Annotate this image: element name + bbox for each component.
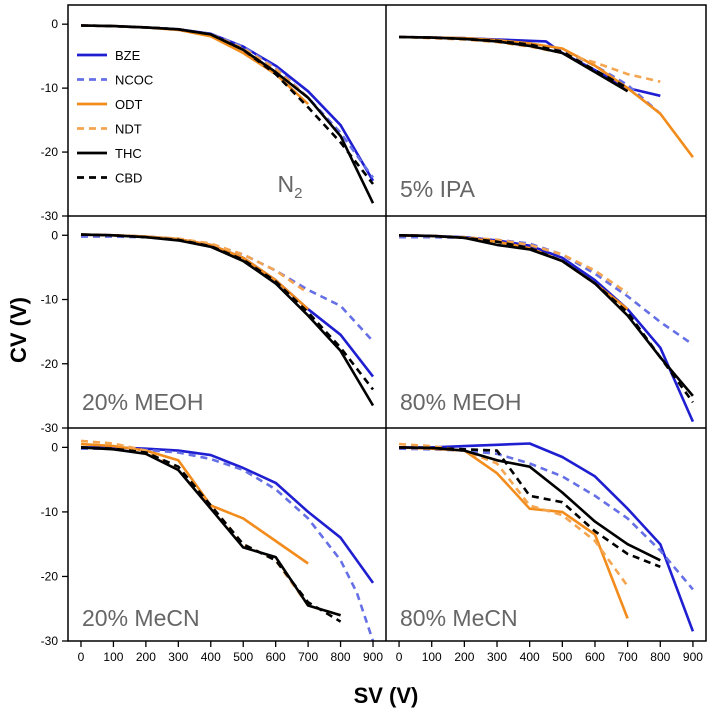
x-tick-label: 500 xyxy=(552,650,572,664)
y-tick-label: -20 xyxy=(41,145,59,159)
x-tick-label: 700 xyxy=(298,650,318,664)
y-tick-label: -30 xyxy=(41,209,59,223)
legend-label-ndt: NDT xyxy=(115,122,142,137)
series-line-thc xyxy=(80,233,375,407)
panel-label: 80% MEOH xyxy=(400,389,521,415)
panel-bottom-left: 0 -10 -20 -30 0 100 200 300 400 500 600 700 800 900 20… xyxy=(41,439,383,664)
y-tick-label: 0 xyxy=(51,440,58,454)
series-line-odt xyxy=(80,233,309,311)
x-tick-label: 900 xyxy=(683,650,703,664)
y-axis-label: CV (V) xyxy=(6,297,31,363)
panel-label-subscript: 2 xyxy=(294,185,302,202)
legend-label-thc: THC xyxy=(115,146,142,161)
y-tick-label: -10 xyxy=(41,505,59,519)
series-line-odt xyxy=(80,442,309,565)
legend-label-cbd: CBD xyxy=(115,171,142,186)
y-tick-label: 0 xyxy=(51,228,58,242)
panel-label: 80% MeCN xyxy=(400,605,518,631)
series-line-odt xyxy=(399,35,694,158)
y-tick-label: -30 xyxy=(41,634,59,648)
y-tick-label: -20 xyxy=(41,569,59,583)
x-axis-label: SV (V) xyxy=(354,683,419,708)
x-tick-label: 800 xyxy=(650,650,670,664)
panel-label: N2 xyxy=(278,171,303,202)
legend: BZE NCOC ODT NDT THC CBD xyxy=(77,48,153,186)
x-tick-label: 100 xyxy=(103,650,123,664)
chart-panels: 0 -10 -20 -30 N2 5% IPA 0 -10 -20 -30 20% MEOH 80% … xyxy=(41,17,704,664)
series-line-ncoc xyxy=(399,35,662,115)
x-tick-label: 400 xyxy=(520,650,540,664)
y-tick-label: -30 xyxy=(41,421,59,435)
x-tick-label: 400 xyxy=(201,650,221,664)
x-tick-label: 600 xyxy=(266,650,286,664)
panel-label: 20% MEOH xyxy=(82,389,203,415)
series-line-cbd xyxy=(399,234,694,404)
y-tick-label: -20 xyxy=(41,357,59,371)
plot-frame xyxy=(67,4,707,642)
panel-top-right: 5% IPA xyxy=(399,35,694,202)
series-line-cbd xyxy=(80,24,375,185)
outer-frame xyxy=(67,4,707,642)
series-line-cbd xyxy=(399,446,661,569)
y-tick-label: -10 xyxy=(41,293,59,307)
panel-bottom-right: 0 100 200 300 400 500 600 700 800 900 80% MeCN xyxy=(396,442,703,664)
series-line-cbd xyxy=(399,35,629,90)
x-tick-label: 200 xyxy=(454,650,474,664)
series-line-cbd xyxy=(80,446,342,623)
series-line-ndt xyxy=(399,442,629,587)
series-line-ndt xyxy=(80,439,341,617)
series-line-bze xyxy=(399,442,695,632)
panel-middle-left: 0 -10 -20 -30 20% MEOH xyxy=(41,228,375,435)
legend-label-ncoc: NCOC xyxy=(115,73,153,88)
y-tick-label: -10 xyxy=(41,81,59,95)
series-line-thc xyxy=(399,446,661,562)
y-tick-label: 0 xyxy=(51,17,58,31)
x-tick-label: 0 xyxy=(78,650,85,664)
series-line-bze xyxy=(80,233,375,378)
x-tick-label: 300 xyxy=(487,650,507,664)
series-line-cbd xyxy=(80,233,375,391)
series-line-bze xyxy=(81,446,375,584)
legend-label-odt: ODT xyxy=(115,97,143,112)
x-tick-label: 0 xyxy=(396,650,403,664)
x-tick-label: 900 xyxy=(363,650,383,664)
series-line-thc xyxy=(80,446,341,617)
legend-label-bze: BZE xyxy=(115,48,141,63)
series-line-ncoc xyxy=(399,447,694,591)
panel-top-left: 0 -10 -20 -30 N2 xyxy=(41,17,375,223)
x-tick-label: 500 xyxy=(233,650,253,664)
x-tick-label: 800 xyxy=(331,650,351,664)
x-tick-label: 300 xyxy=(168,650,188,664)
panel-label: 20% MeCN xyxy=(82,605,200,631)
x-tick-label: 100 xyxy=(422,650,442,664)
x-tick-label: 600 xyxy=(585,650,605,664)
panel-label: 5% IPA xyxy=(400,176,476,202)
x-tick-label: 200 xyxy=(136,650,156,664)
panel-middle-right: 80% MEOH xyxy=(399,234,695,423)
series-line-thc xyxy=(399,234,694,397)
series-line-ndt xyxy=(399,35,661,83)
x-tick-label: 700 xyxy=(618,650,638,664)
